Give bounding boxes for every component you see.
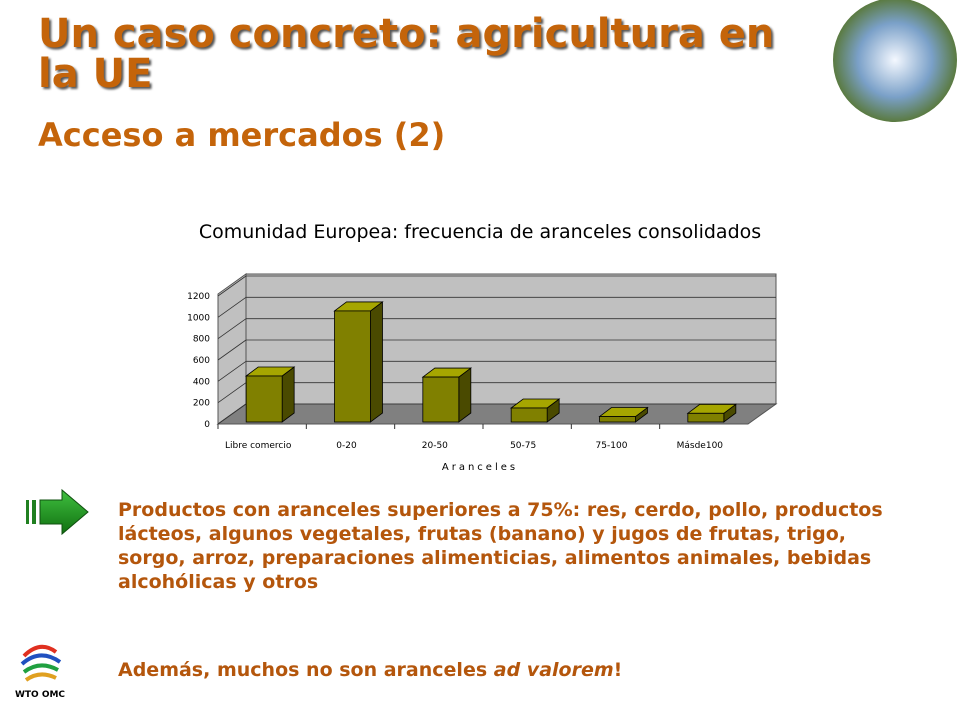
chart-title: Comunidad Europea: frecuencia de arancel… bbox=[199, 221, 761, 243]
x-tick-label: 75-100 bbox=[596, 441, 628, 451]
bullet-text: Además, muchos no son aranceles ad valor… bbox=[118, 658, 918, 682]
x-tick-label: Másde100 bbox=[677, 441, 724, 451]
bar bbox=[599, 416, 636, 423]
grid-line bbox=[217, 403, 247, 425]
decor-image bbox=[833, 0, 957, 122]
x-axis-label: Aranceles bbox=[442, 462, 518, 473]
y-tick-label: 1000 bbox=[187, 313, 210, 323]
logo-text: WTO OMC bbox=[15, 690, 65, 700]
bar bbox=[687, 412, 725, 423]
bullet-part: ! bbox=[613, 659, 623, 681]
grid-line bbox=[217, 318, 247, 339]
y-tick-label: 600 bbox=[193, 356, 210, 366]
bar-side bbox=[370, 301, 383, 423]
bar bbox=[334, 310, 371, 423]
x-tick-label: Libre comercio bbox=[225, 441, 292, 451]
x-tick-label: 20-50 bbox=[422, 441, 448, 451]
x-tick-label: 50-75 bbox=[510, 441, 536, 451]
bar bbox=[422, 376, 460, 423]
grid-line bbox=[217, 339, 247, 361]
bar bbox=[510, 407, 548, 423]
bar-side bbox=[281, 366, 295, 423]
grid-line bbox=[217, 275, 247, 297]
y-tick-label: 0 bbox=[204, 420, 210, 430]
side-wall bbox=[217, 273, 247, 425]
y-tick-label: 800 bbox=[193, 335, 210, 345]
grid-line bbox=[217, 361, 247, 382]
arrow-icon bbox=[26, 488, 89, 536]
bullet-text: Productos con aranceles superiores a 75%… bbox=[118, 499, 883, 593]
grid-line bbox=[217, 297, 247, 318]
bullet-part: Además, muchos no son aranceles bbox=[118, 659, 494, 681]
bullet-emphasis: ad valorem bbox=[493, 659, 614, 681]
y-tick-label: 200 bbox=[193, 399, 210, 409]
slide-subtitle: Acceso a mercados (2) bbox=[38, 116, 446, 154]
y-tick-label: 400 bbox=[193, 377, 210, 387]
wto-logo bbox=[20, 644, 62, 682]
x-tick-label: 0-20 bbox=[336, 441, 357, 451]
slide-title: Un caso concreto: agricultura en la UE bbox=[38, 11, 775, 97]
back-wall bbox=[245, 273, 777, 405]
grid-line bbox=[217, 382, 247, 403]
bar bbox=[245, 375, 283, 423]
y-tick-label: 1200 bbox=[187, 292, 210, 302]
